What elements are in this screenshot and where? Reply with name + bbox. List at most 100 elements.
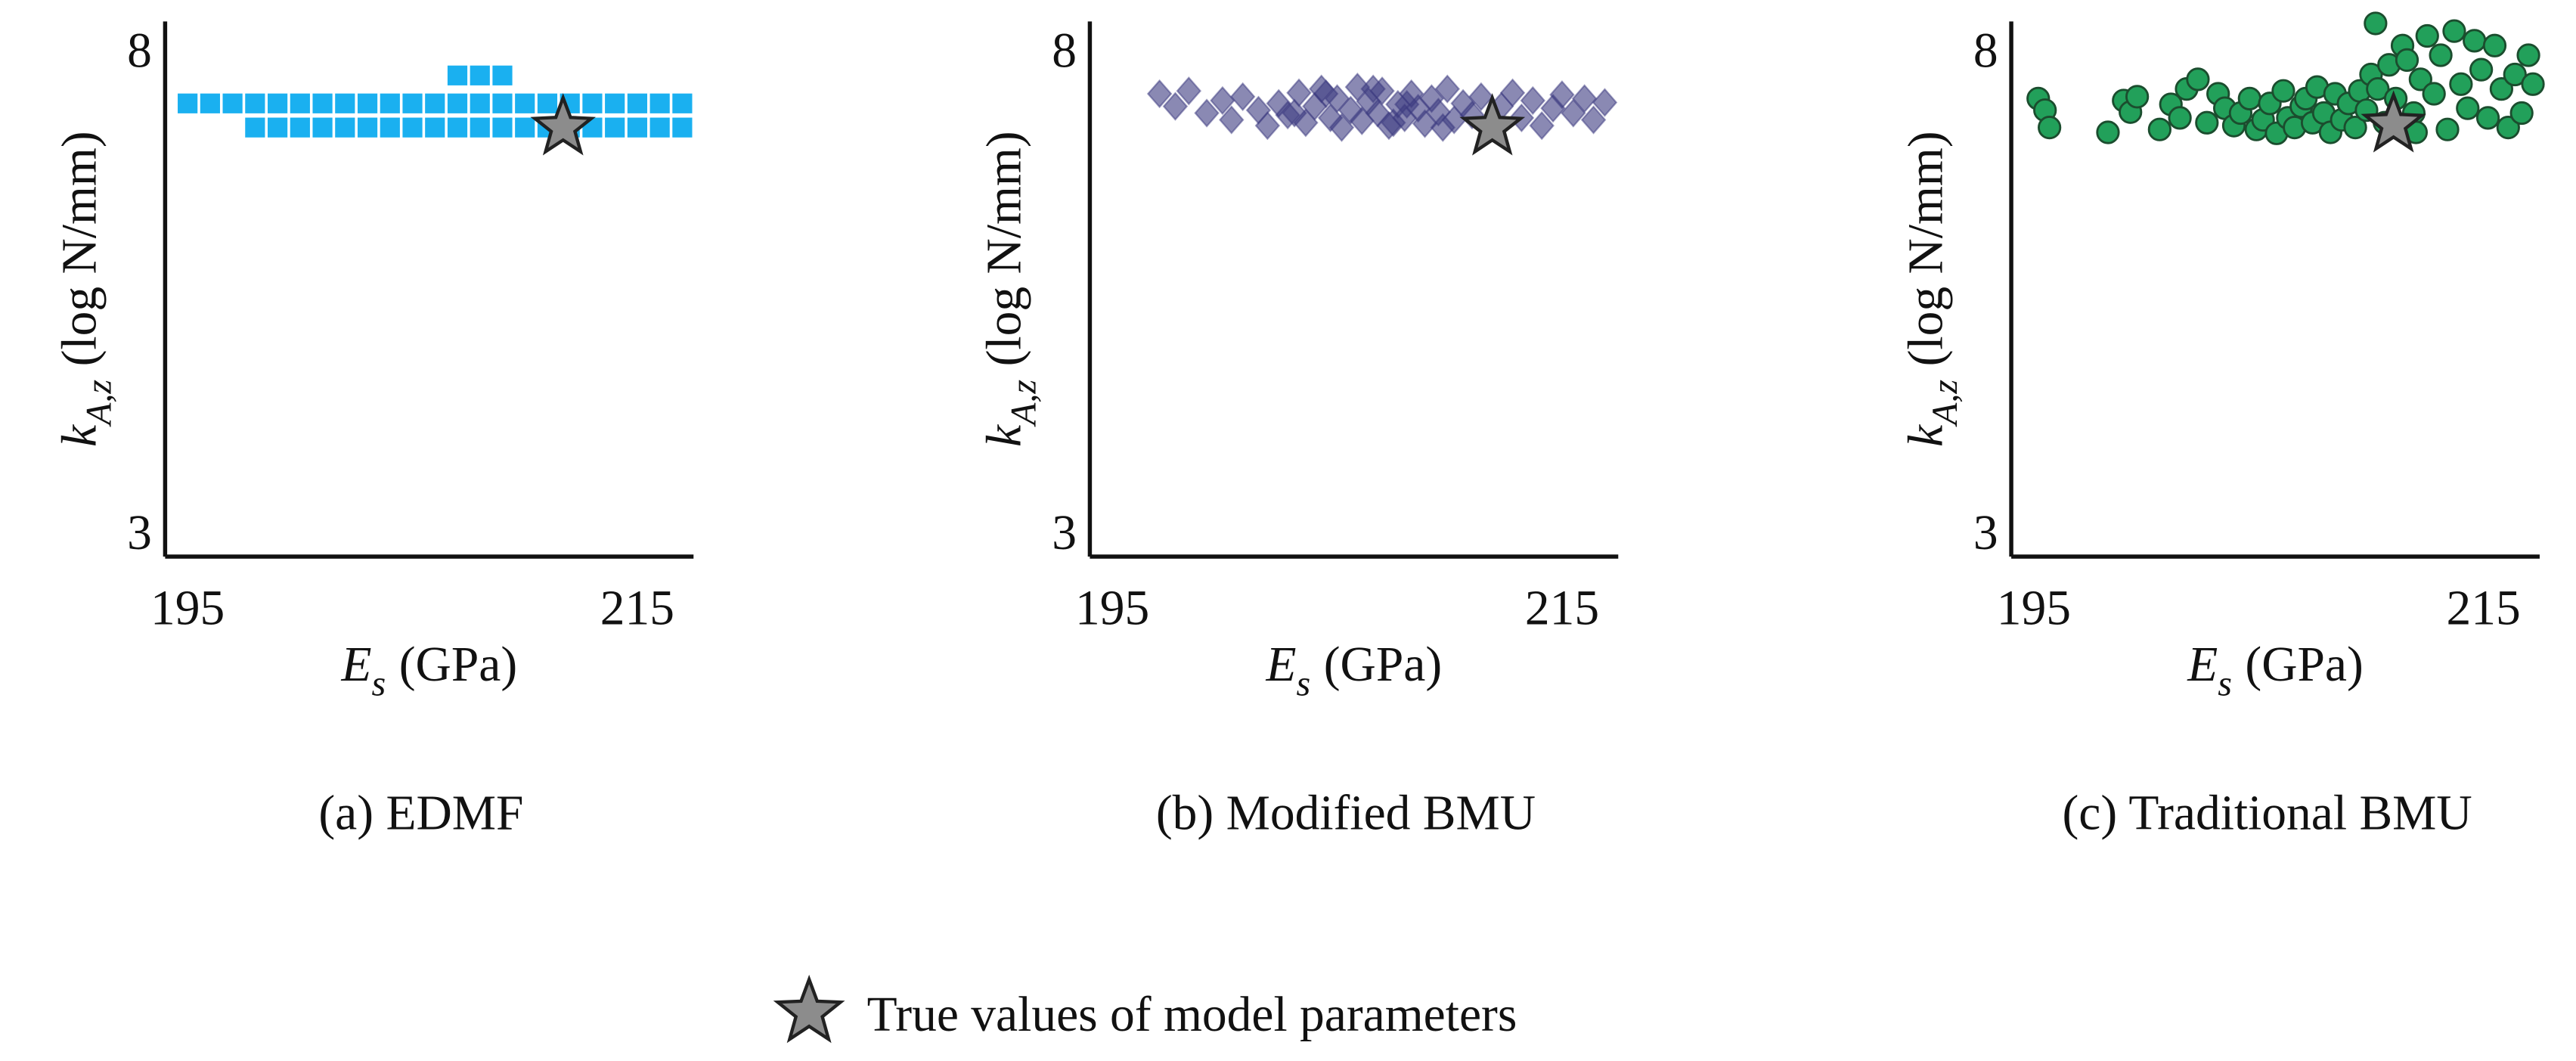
- point: [1381, 108, 1406, 138]
- panel: 3 8 195 215 Es (GPa) kA,z (log N/mm) (c) Traditi…: [1899, 11, 2545, 840]
- x-axis-label: Es (GPa): [2187, 638, 2364, 704]
- point: [2366, 77, 2390, 101]
- point: [2415, 23, 2439, 48]
- point: [1499, 78, 1526, 107]
- x-label-symbol: E: [1266, 638, 1297, 692]
- point: [1282, 98, 1307, 128]
- point: [1219, 105, 1245, 135]
- x-tick-label: 215: [1525, 582, 1599, 636]
- point: [1254, 110, 1281, 141]
- caption: (b) Modified BMU: [1156, 786, 1536, 840]
- point: [2496, 116, 2520, 140]
- point: [1549, 80, 1575, 110]
- panel: 3 8 195 215 Es (GPa) kA,z (log N/mm) (b) Modifie…: [978, 21, 1619, 840]
- point: [1146, 79, 1173, 109]
- y-label-unit: (log N/mm): [53, 131, 107, 366]
- y-label-unit: (log N/mm): [1899, 131, 1953, 366]
- point: [649, 93, 670, 113]
- point: [425, 93, 445, 113]
- point: [2469, 57, 2494, 82]
- point: [245, 117, 265, 138]
- point: [222, 93, 243, 113]
- y-label-subscript: A,z: [79, 380, 119, 427]
- point: [470, 93, 490, 113]
- x-label-unit: (GPa): [399, 638, 517, 692]
- y-axis-label: kA,z (log N/mm): [1899, 131, 1965, 447]
- x-label-subscript: s: [372, 663, 386, 703]
- point: [492, 93, 513, 113]
- caption: (a) EDMF: [318, 786, 523, 840]
- x-axis-label: Es (GPa): [1266, 638, 1443, 704]
- point: [1571, 84, 1598, 113]
- point: [2364, 11, 2388, 36]
- point: [492, 117, 513, 138]
- point: [312, 93, 333, 113]
- point: [1580, 105, 1607, 135]
- point: [1162, 92, 1189, 121]
- point: [2509, 101, 2534, 126]
- x-axis-label: Es (GPa): [341, 638, 518, 704]
- point: [2463, 29, 2487, 53]
- true-value-star: [1459, 93, 1526, 156]
- point: [335, 93, 355, 113]
- point: [267, 93, 288, 113]
- point: [605, 93, 625, 113]
- point: [515, 117, 535, 138]
- legend: True values of model parameters: [773, 974, 1517, 1044]
- point: [470, 65, 490, 85]
- point: [627, 93, 648, 113]
- point: [1229, 82, 1256, 111]
- point: [492, 65, 513, 85]
- point: [200, 93, 220, 113]
- point: [2408, 67, 2432, 92]
- point: [447, 65, 468, 85]
- point: [2489, 77, 2514, 101]
- y-label-symbol: k: [1899, 423, 1953, 447]
- y-tick-label: 8: [1973, 23, 1998, 78]
- point: [380, 117, 400, 138]
- point: [2147, 117, 2171, 141]
- y-label-symbol: k: [978, 423, 1032, 447]
- point: [672, 93, 693, 113]
- point: [1394, 89, 1420, 119]
- point: [1529, 110, 1555, 141]
- point: [2271, 79, 2295, 103]
- y-label-subscript: A,z: [1003, 380, 1043, 427]
- legend-label: True values of model parameters: [867, 988, 1517, 1042]
- true-value-star: [2361, 90, 2426, 153]
- point: [290, 93, 310, 113]
- point: [470, 117, 490, 138]
- point: [2482, 33, 2507, 57]
- x-label-symbol: E: [341, 638, 372, 692]
- point: [2429, 43, 2453, 67]
- point: [1434, 74, 1461, 104]
- point: [2435, 117, 2460, 141]
- x-tick-label: 215: [2446, 582, 2520, 636]
- point: [2422, 82, 2446, 106]
- point: [402, 93, 423, 113]
- x-label-subscript: s: [1297, 663, 1311, 703]
- caption: (c) Traditional BMU: [2062, 786, 2472, 840]
- point: [515, 93, 535, 113]
- point: [2186, 67, 2210, 92]
- point: [2503, 62, 2527, 87]
- point: [2096, 120, 2120, 144]
- y-tick-label: 8: [1052, 23, 1077, 78]
- point: [582, 93, 603, 113]
- point: [2168, 106, 2192, 130]
- point: [1468, 82, 1494, 111]
- x-label-subscript: s: [2218, 663, 2232, 703]
- y-axis-label: kA,z (log N/mm): [978, 131, 1044, 447]
- x-tick-label: 195: [1997, 582, 2071, 636]
- y-tick-label: 3: [1973, 506, 1998, 560]
- point: [245, 93, 265, 113]
- point: [2521, 72, 2545, 96]
- point: [178, 93, 198, 113]
- point: [380, 93, 400, 113]
- y-tick-label: 3: [127, 506, 152, 560]
- point: [2395, 48, 2419, 73]
- point: [402, 117, 423, 138]
- x-tick-label: 195: [1075, 582, 1149, 636]
